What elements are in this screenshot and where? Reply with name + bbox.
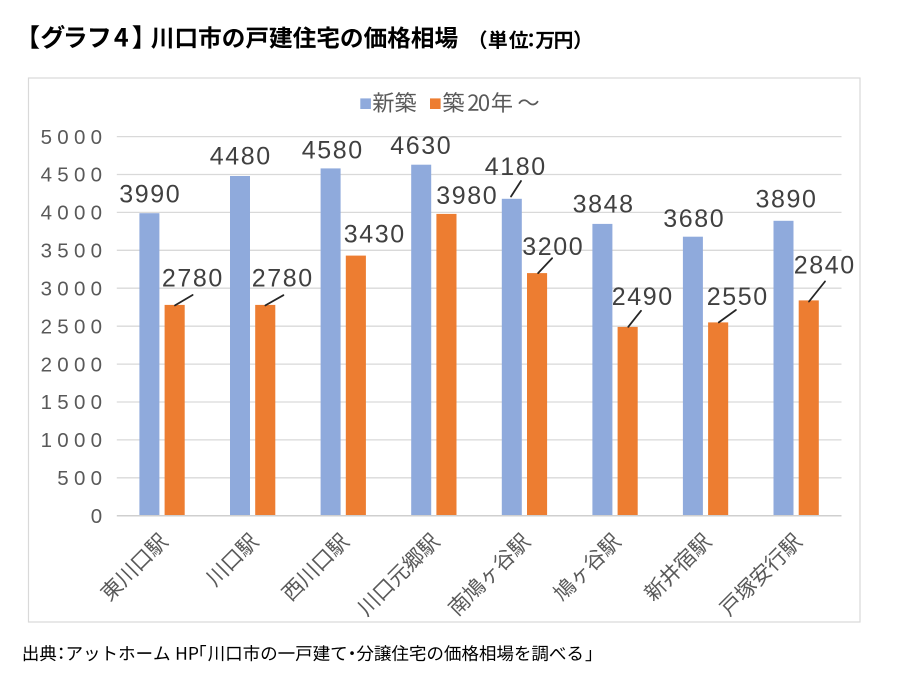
svg-text:3990: 3990: [119, 181, 181, 209]
svg-text:5000: 5000: [41, 126, 108, 149]
svg-text:4630: 4630: [390, 132, 452, 160]
svg-text:2000: 2000: [41, 353, 108, 376]
svg-text:2780: 2780: [252, 265, 314, 293]
svg-text:1000: 1000: [41, 429, 108, 452]
svg-text:2490: 2490: [612, 283, 674, 311]
svg-text:3430: 3430: [344, 220, 406, 248]
svg-text:2550: 2550: [707, 283, 769, 311]
svg-text:500: 500: [57, 467, 107, 490]
svg-text:4180: 4180: [485, 153, 547, 181]
svg-text:4480: 4480: [210, 143, 272, 171]
svg-text:2500: 2500: [41, 315, 108, 338]
svg-text:3500: 3500: [41, 240, 108, 263]
svg-text:1500: 1500: [41, 391, 108, 414]
svg-text:4580: 4580: [302, 137, 364, 165]
svg-text:4000: 4000: [41, 202, 108, 225]
svg-text:4500: 4500: [41, 164, 108, 187]
svg-text:2840: 2840: [794, 252, 856, 280]
svg-text:0: 0: [91, 505, 108, 528]
svg-text:3200: 3200: [522, 233, 584, 261]
svg-text:3000: 3000: [41, 277, 108, 300]
svg-text:2780: 2780: [162, 265, 224, 293]
svg-text:3848: 3848: [573, 190, 635, 218]
svg-text:3980: 3980: [436, 182, 498, 210]
svg-text:3680: 3680: [663, 205, 725, 233]
svg-text:3890: 3890: [755, 186, 817, 214]
